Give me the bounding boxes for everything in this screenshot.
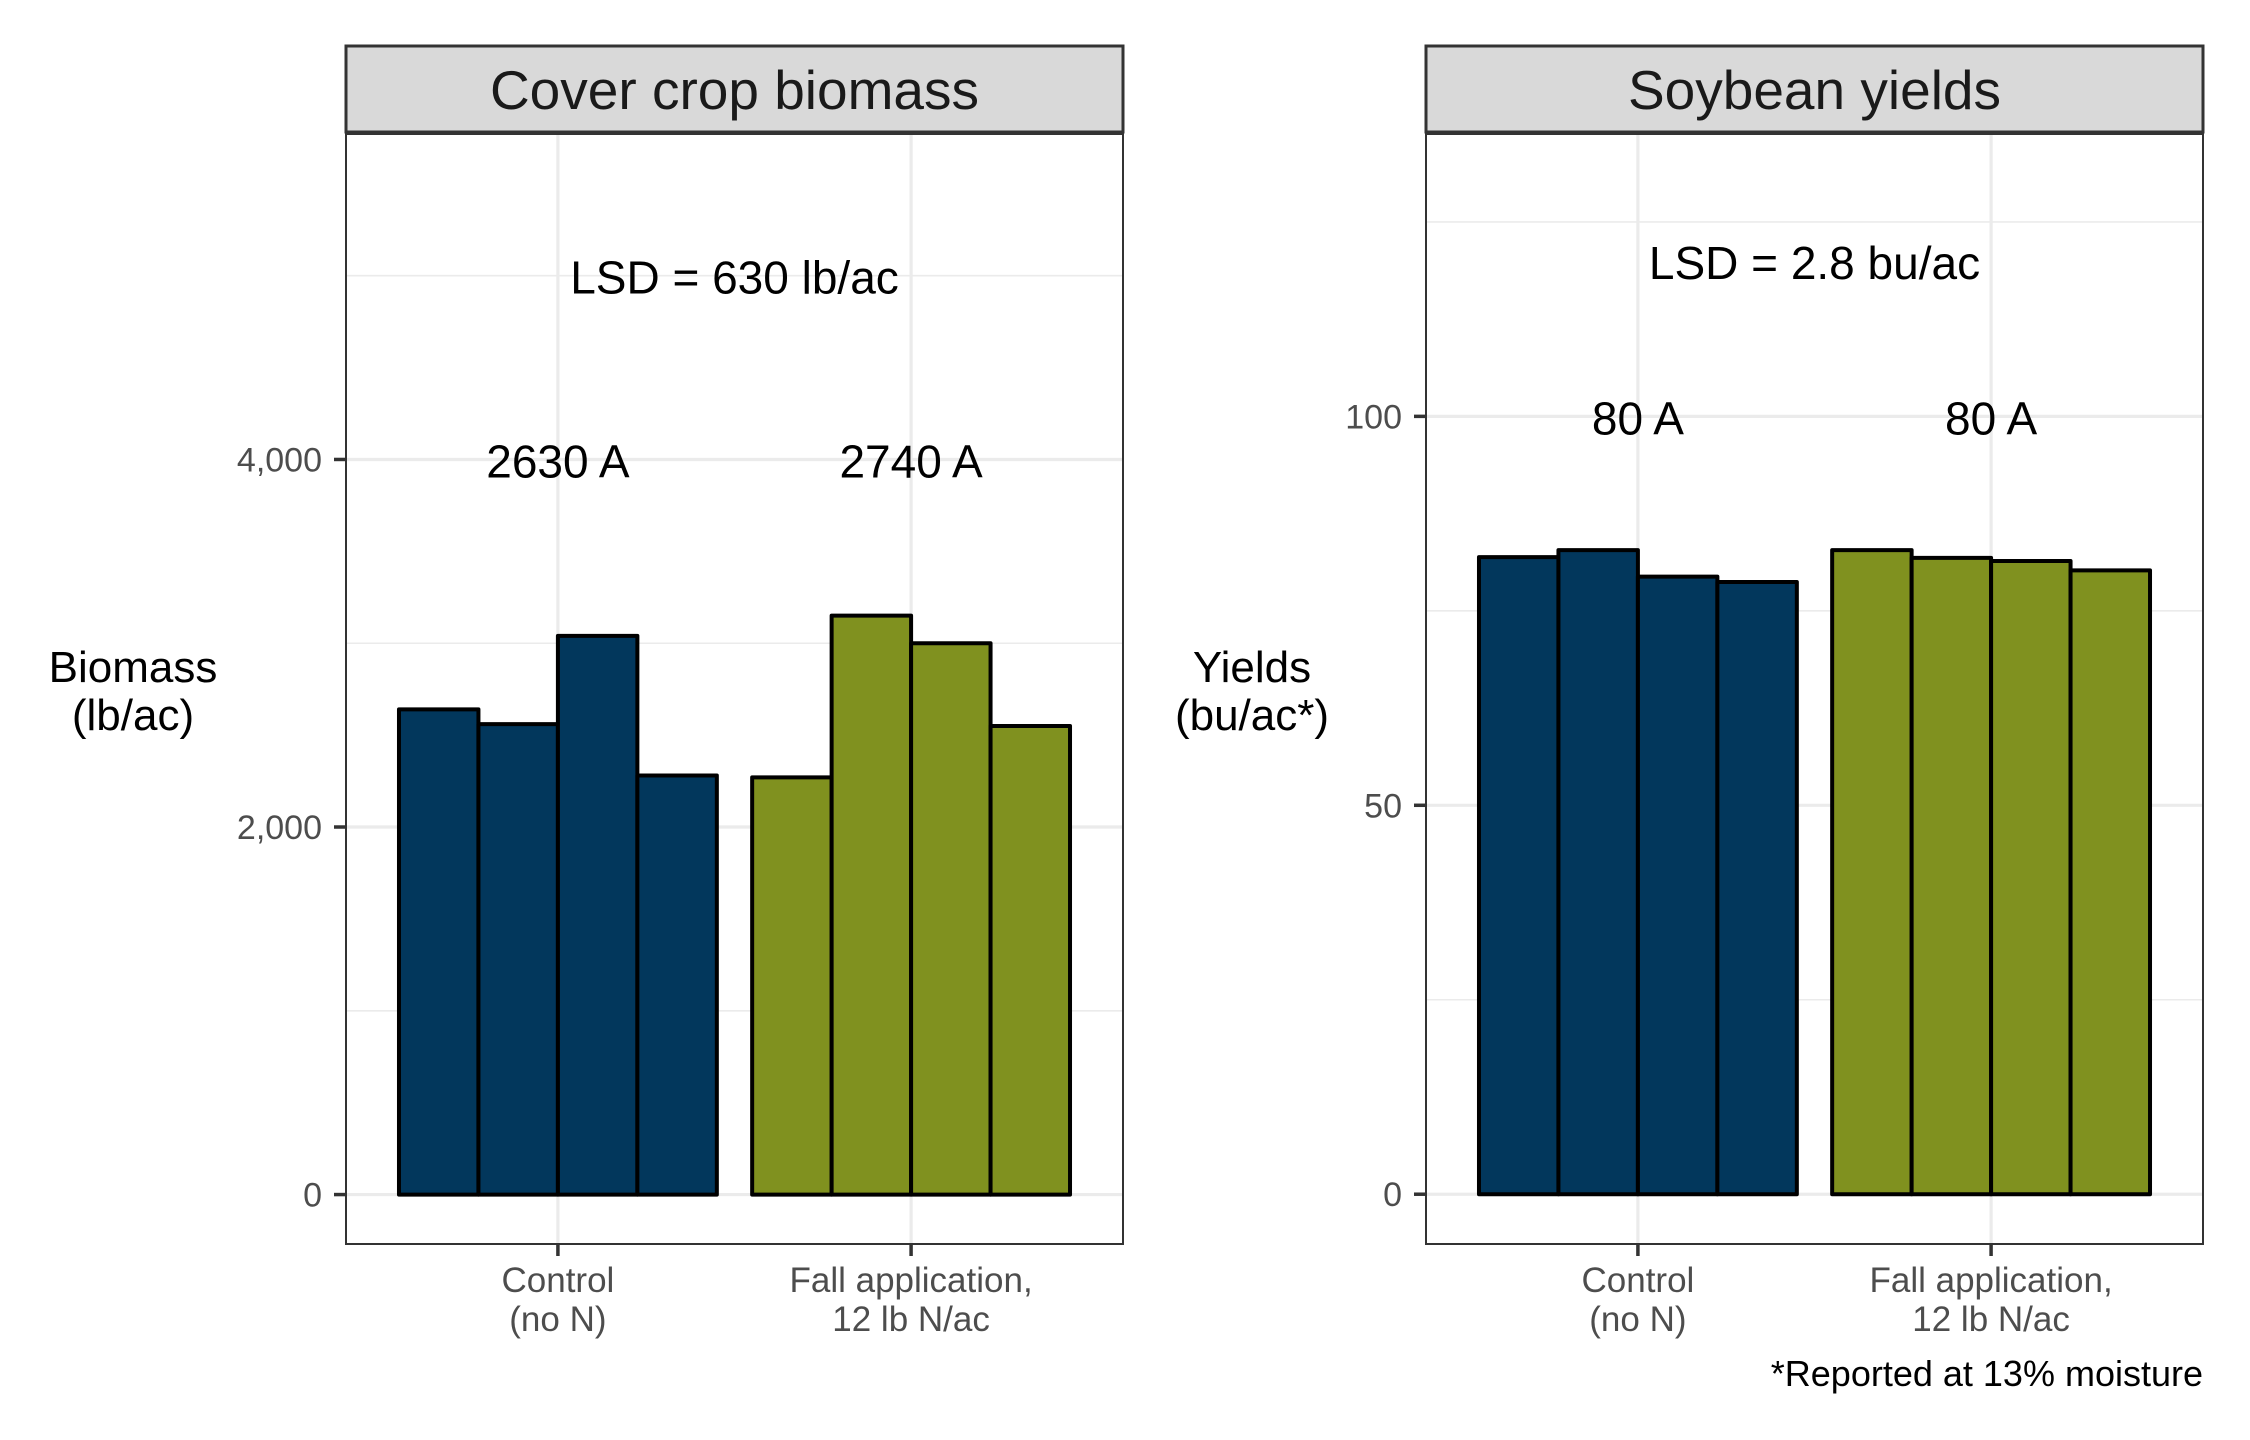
bar: [2068, 568, 2153, 1197]
x-tick-label-line: Control: [1581, 1261, 1694, 1300]
y-axis-title-line: (bu/ac*): [1175, 691, 1329, 740]
x-tick-label-line: Fall application,: [789, 1261, 1032, 1300]
bar: [1476, 555, 1561, 1197]
y-tick-label: 2,000: [237, 809, 322, 847]
x-tick-label-line: Control: [501, 1261, 614, 1300]
x-tick-label: Fall application, 12 lb N/ac: [1869, 1261, 2112, 1339]
y-axis-title-line: Biomass: [49, 643, 218, 692]
y-tick-label: 100: [1345, 398, 1402, 436]
strip-title: Soybean yields: [1628, 59, 2001, 121]
panel-border: [345, 133, 1124, 1245]
mean-label: 2740 A: [839, 435, 983, 487]
panel-2: 80 A 80 A LSD = 2.8 bu/ac Soybean yields 0 50…: [1175, 44, 2205, 1339]
bar: [909, 641, 993, 1197]
mean-label: 2630 A: [486, 435, 630, 487]
strip-background: [344, 44, 1125, 134]
x-tick-label-line: (no N): [509, 1300, 606, 1339]
x-tick-label: Control (no N): [1581, 1261, 1694, 1339]
mean-label: 80 A: [1945, 392, 2037, 444]
bar: [476, 722, 560, 1197]
y-axis-title: Yields (bu/ac*): [1175, 643, 1329, 740]
y-axis-title-line: Yields: [1193, 643, 1311, 692]
footnote: *Reported at 13% moisture: [1771, 1353, 2203, 1394]
bar: [829, 613, 914, 1197]
bar: [1635, 574, 1720, 1197]
bar: [988, 723, 1073, 1197]
panel-1: 2630 A 2740 A LSD = 630 lb/ac Cover crop bi…: [49, 44, 1125, 1339]
x-tick-label-line: 12 lb N/ac: [832, 1300, 990, 1339]
y-tick-label: 4,000: [237, 441, 322, 479]
bar: [750, 775, 834, 1197]
panel-border: [1425, 133, 2204, 1245]
bar: [635, 773, 719, 1197]
bar: [1989, 559, 2073, 1197]
strip-title: Cover crop biomass: [490, 59, 979, 121]
lsd-label: LSD = 630 lb/ac: [570, 252, 899, 304]
x-tick-label: Fall application, 12 lb N/ac: [789, 1261, 1032, 1339]
y-axis-title: Biomass (lb/ac): [49, 643, 218, 740]
x-tick-label-line: Fall application,: [1869, 1261, 2112, 1300]
y-tick-label: 0: [303, 1177, 322, 1215]
y-tick-label: 0: [1383, 1176, 1402, 1214]
bar: [1715, 580, 1799, 1197]
strip-background: [1424, 44, 2205, 134]
x-tick-label-line: (no N): [1589, 1300, 1686, 1339]
lsd-label: LSD = 2.8 bu/ac: [1649, 237, 1980, 289]
bar: [1830, 548, 1914, 1197]
x-tick-label: Control (no N): [501, 1261, 614, 1339]
bar: [396, 707, 481, 1197]
bar: [1909, 555, 1994, 1197]
y-tick-label: 50: [1364, 787, 1402, 825]
mean-label: 80 A: [1592, 392, 1684, 444]
y-axis-title-line: (lb/ac): [72, 691, 194, 740]
bar: [555, 633, 640, 1197]
x-tick-label-line: 12 lb N/ac: [1912, 1300, 2070, 1339]
bar: [1556, 548, 1640, 1197]
